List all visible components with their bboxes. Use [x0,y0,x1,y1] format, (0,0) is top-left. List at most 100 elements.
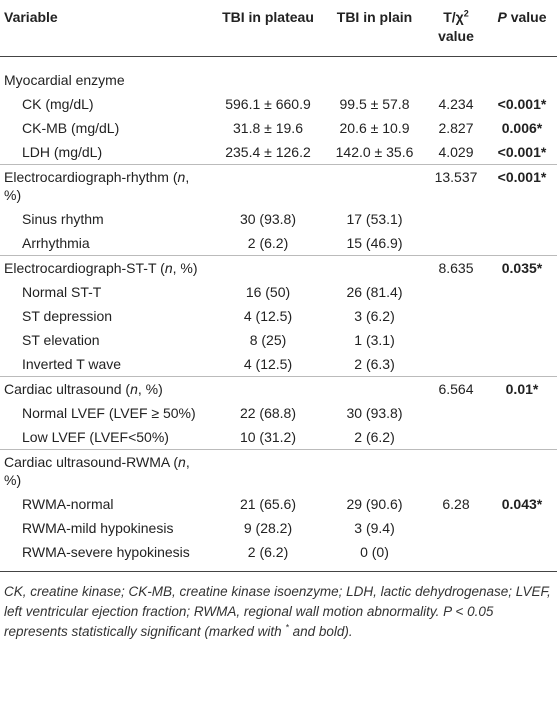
label-text: Electrocardiograph-ST-T ( [4,260,165,276]
p-cell: 0.01* [487,376,557,401]
plateau-cell: 2 (6.2) [212,231,324,256]
header-cell: TBI in plateau [212,0,324,57]
label-cell: Sinus rhythm [0,207,212,231]
label-cell: CK (mg/dL) [0,92,212,116]
plateau-cell [212,376,324,401]
plain-cell [324,376,425,401]
plain-cell [324,57,425,93]
label-text: n [130,381,138,397]
t-cell [425,328,487,352]
t-cell [425,352,487,377]
item-row: CK (mg/dL) 596.1 ± 660.9 99.5 ± 57.8 4.234 <… [0,92,557,116]
label-cell: RWMA-normal [0,492,212,516]
plain-cell: 99.5 ± 57.8 [324,92,425,116]
plateau-value: 30 (93.8) [239,211,297,227]
plain-cell [324,255,425,280]
t-cell: 6.564 [425,376,487,401]
p-value: <0.001* [497,96,547,112]
plateau-cell [212,255,324,280]
label-text: , %) [4,169,190,203]
plateau-cell: 4 (12.5) [212,304,324,328]
header-cell: TBI in plain [324,0,425,57]
t-cell: 13.537 [425,164,487,207]
footnote: CK, creatine kinase; CK-MB, creatine kin… [0,572,557,642]
label-cell: ST elevation [0,328,212,352]
plain-value: 1 (3.1) [354,332,395,348]
p-cell [487,516,557,540]
item-row: ST depression 4 (12.5) 3 (6.2) [0,304,557,328]
item-row: Sinus rhythm 30 (93.8) 17 (53.1) [0,207,557,231]
plain-value: 2 (6.2) [354,429,395,445]
plateau-value: 596.1 ± 660.9 [225,96,311,112]
label-text: n [177,169,186,185]
label-text: Cardiac ultrasound ( [4,381,131,397]
t-cell: 4.029 [425,140,487,165]
plateau-cell: 596.1 ± 660.9 [212,92,324,116]
t-value: 2.827 [438,120,474,136]
p-cell [487,304,557,328]
p-value: 0.043* [501,496,543,512]
section-row: Myocardial enzyme [0,57,557,93]
label-text: Sinus rhythm [22,211,104,227]
item-row: Normal LVEF (LVEF ≥ 50%) 22 (68.8) 30 (93.… [0,401,557,425]
label-cell: CK-MB (mg/dL) [0,116,212,140]
plain-value: 0 (0) [360,544,389,560]
p-value: <0.001* [497,169,547,185]
item-row: RWMA-mild hypokinesis 9 (28.2) 3 (9.4) [0,516,557,540]
plain-cell: 3 (9.4) [324,516,425,540]
label-text: , %) [4,454,190,488]
label-text: Electrocardiograph-rhythm ( [4,169,178,185]
plain-cell: 30 (93.8) [324,401,425,425]
t-value: 13.537 [434,169,478,185]
plain-value: 3 (9.4) [354,520,395,536]
plateau-cell: 30 (93.8) [212,207,324,231]
p-cell [487,280,557,304]
t-value: 8.635 [438,260,474,276]
plain-cell: 17 (53.1) [324,207,425,231]
p-cell [487,449,557,492]
p-cell [487,57,557,93]
item-row: ST elevation 8 (25) 1 (3.1) [0,328,557,352]
item-row: Low LVEF (LVEF<50%) 10 (31.2) 2 (6.2) [0,425,557,450]
p-cell [487,352,557,377]
plateau-value: 21 (65.6) [239,496,297,512]
page: Variable TBI in plateau TBI in plain T/χ… [0,0,557,642]
t-cell [425,449,487,492]
plateau-cell: 16 (50) [212,280,324,304]
plateau-value: 4 (12.5) [243,308,293,324]
label-text: Normal ST-T [22,284,102,300]
label-cell: RWMA-severe hypokinesis [0,540,212,572]
header-text: T/χ [443,9,464,25]
item-row: RWMA-normal 21 (65.6) 29 (90.6) 6.28 0.043* [0,492,557,516]
plain-cell: 3 (6.2) [324,304,425,328]
plateau-cell [212,57,324,93]
plateau-value: 235.4 ± 126.2 [225,144,311,160]
item-row: Normal ST-T 16 (50) 26 (81.4) [0,280,557,304]
header-text: P [497,9,507,25]
label-cell: Cardiac ultrasound (n, %) [0,376,212,401]
plain-value: 2 (6.3) [354,356,395,372]
plateau-cell: 22 (68.8) [212,401,324,425]
header-cell: Variable [0,0,212,57]
plateau-cell: 4 (12.5) [212,352,324,377]
p-cell: <0.001* [487,140,557,165]
p-cell [487,540,557,572]
p-cell [487,231,557,256]
label-text: n [178,454,186,470]
plain-cell: 1 (3.1) [324,328,425,352]
t-cell [425,425,487,450]
plain-value: 17 (53.1) [346,211,403,227]
label-text: ST elevation [22,332,100,348]
item-row: RWMA-severe hypokinesis 2 (6.2) 0 (0) [0,540,557,572]
label-cell: Cardiac ultrasound-RWMA (n, %) [0,449,212,492]
plateau-cell: 31.8 ± 19.6 [212,116,324,140]
plateau-value: 31.8 ± 19.6 [233,120,303,136]
label-text: Normal LVEF (LVEF ≥ 50%) [22,405,196,421]
t-value: 4.234 [438,96,474,112]
plateau-cell: 235.4 ± 126.2 [212,140,324,165]
plateau-cell: 9 (28.2) [212,516,324,540]
plain-cell [324,164,425,207]
plateau-value: 10 (31.2) [239,429,297,445]
label-text: Myocardial enzyme [4,72,125,88]
header-cell: T/χ2 value [425,0,487,57]
